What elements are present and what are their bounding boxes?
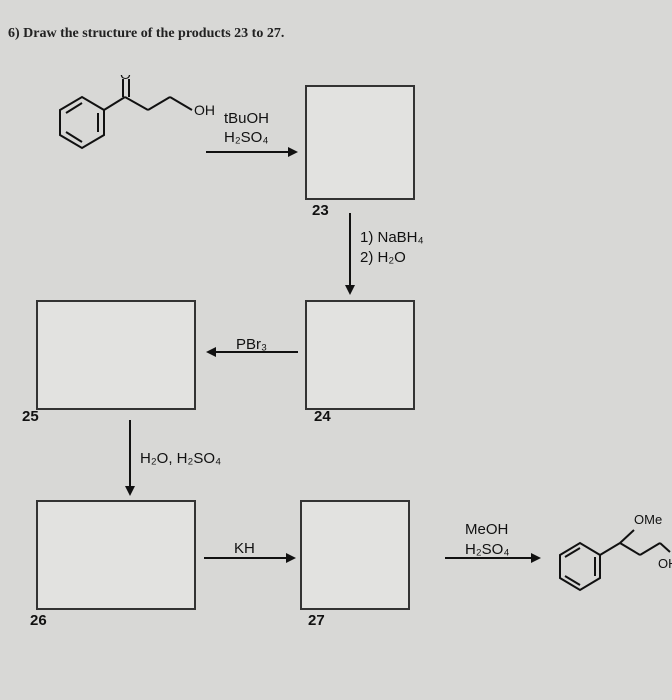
boxnum-25: 25 — [22, 408, 39, 425]
reagent-kh: KH — [234, 540, 255, 557]
reagent-23-line1: tBuOH — [224, 110, 269, 129]
worksheet-page: 6) Draw the structure of the products 23… — [0, 0, 672, 700]
product-box-27 — [300, 500, 410, 610]
reagent-23-line2: H₂SO₄ — [224, 129, 269, 148]
product-box-25 — [36, 300, 196, 410]
oh-label: OH — [194, 102, 215, 118]
boxnum-23: 23 — [312, 202, 329, 219]
product-box-26 — [36, 500, 196, 610]
reagent-27: MeOH H₂SO₄ — [465, 520, 509, 559]
reagent-25: PBr₃ — [236, 336, 267, 353]
start-molecule: O OH — [20, 75, 220, 185]
arrow-25-to-26 — [118, 420, 142, 498]
end-oh-label: OH — [658, 556, 672, 571]
boxnum-27: 27 — [308, 612, 325, 629]
oxygen-label: O — [120, 75, 131, 82]
reagent-24-line2: 2) H₂O — [360, 248, 424, 268]
reagent-27-line1: MeOH — [465, 520, 509, 540]
reagent-26: H₂O, H₂SO₄ — [140, 450, 221, 467]
reagent-24: 1) NaBH₄ 2) H₂O — [360, 228, 424, 267]
product-box-23 — [305, 85, 415, 200]
boxnum-26: 26 — [30, 612, 47, 629]
reagent-24-line1: 1) NaBH₄ — [360, 228, 424, 248]
reagent-27-line2: H₂SO₄ — [465, 540, 509, 560]
ome-label: OMe — [634, 512, 662, 527]
end-molecule: OMe OH — [548, 500, 672, 600]
reagent-23: tBuOH H₂SO₄ — [224, 110, 269, 148]
product-box-24 — [305, 300, 415, 410]
boxnum-24: 24 — [314, 408, 331, 425]
arrow-23-to-24 — [338, 213, 362, 297]
question-text: 6) Draw the structure of the products 23… — [8, 26, 284, 42]
